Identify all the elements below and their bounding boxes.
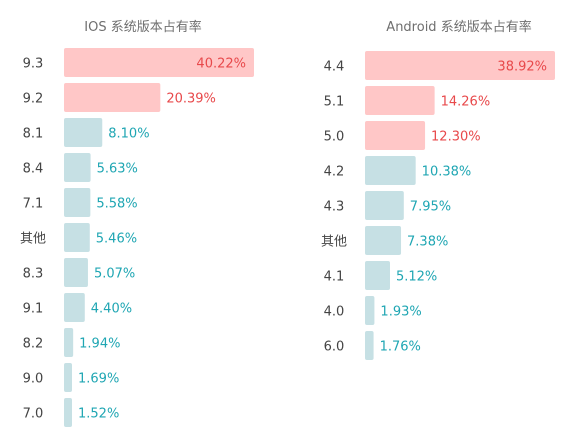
data-label: 5.58% [96, 197, 137, 212]
bar [64, 258, 88, 287]
data-label: 7.38% [407, 235, 448, 250]
data-label: 38.92% [497, 60, 547, 75]
category-label: 8.2 [23, 337, 44, 352]
bar [365, 261, 390, 290]
bar [365, 191, 404, 220]
category-label: 其他 [20, 232, 46, 247]
bar [365, 51, 555, 80]
category-label: 4.2 [324, 165, 345, 180]
bar [365, 86, 435, 115]
bar [365, 331, 374, 360]
data-label: 8.10% [108, 127, 149, 142]
bar [365, 296, 375, 325]
bar [64, 118, 103, 147]
data-label: 20.39% [166, 92, 216, 107]
bar [64, 398, 72, 427]
category-label: 4.0 [324, 305, 345, 320]
data-label: 4.40% [91, 302, 132, 317]
data-label: 5.12% [396, 270, 437, 285]
bar [64, 328, 74, 357]
data-label: 1.52% [78, 407, 119, 422]
category-label: 8.1 [23, 127, 44, 142]
data-label: 10.38% [422, 165, 472, 180]
data-label: 7.95% [410, 200, 451, 215]
data-label: 1.93% [380, 305, 421, 320]
data-label: 12.30% [431, 130, 481, 145]
category-label: 5.1 [324, 95, 345, 110]
category-label: 8.4 [23, 162, 44, 177]
bar [64, 153, 91, 182]
data-label: 14.26% [441, 95, 491, 110]
category-label: 8.3 [23, 267, 44, 282]
bar [64, 83, 161, 112]
bar [64, 48, 254, 77]
bar [365, 121, 426, 150]
chart-android: Android 系统版本占有率 4.4 38.92% 5.1 14.26% 5.0 12.3… [321, 19, 555, 360]
category-label: 6.0 [324, 340, 345, 355]
bar [64, 188, 91, 217]
data-label: 1.76% [380, 340, 421, 355]
category-label: 9.0 [23, 372, 44, 387]
bar [365, 226, 402, 255]
category-label: 9.3 [23, 57, 44, 72]
category-label: 4.1 [324, 270, 345, 285]
category-label: 其他 [321, 235, 347, 250]
chart-title: IOS 系统版本占有率 [84, 19, 201, 35]
bar [64, 293, 85, 322]
bar [64, 223, 90, 252]
data-label: 5.46% [96, 232, 137, 247]
data-label: 1.94% [79, 337, 120, 352]
data-label: 5.63% [97, 162, 138, 177]
category-label: 9.1 [23, 302, 44, 317]
category-label: 7.1 [23, 197, 44, 212]
category-label: 4.3 [324, 200, 345, 215]
bar [365, 156, 416, 185]
category-label: 4.4 [324, 60, 345, 75]
bar [64, 363, 72, 392]
category-label: 9.2 [23, 92, 44, 107]
chart-ios: IOS 系统版本占有率 9.3 40.22% 9.2 20.39% 8.1 8.10% 8.4… [20, 19, 254, 427]
data-label: 5.07% [94, 267, 135, 282]
data-label: 1.69% [78, 372, 119, 387]
chart-title: Android 系统版本占有率 [386, 19, 531, 35]
data-label: 40.22% [196, 57, 246, 72]
category-label: 5.0 [324, 130, 345, 145]
category-label: 7.0 [23, 407, 44, 422]
